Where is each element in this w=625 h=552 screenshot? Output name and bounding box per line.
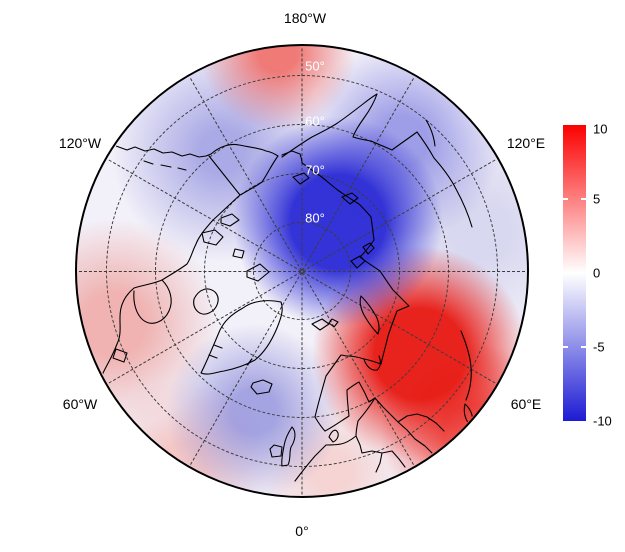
- colorbar-tick-label: -5: [593, 339, 605, 355]
- colorbar-tick-mark: [563, 198, 568, 200]
- colorbar-tick-mark: [581, 346, 586, 348]
- parallel-label: 60°: [305, 113, 325, 129]
- map-circle: [75, 44, 529, 498]
- meridian-label: 60°E: [510, 396, 542, 412]
- colorbar-tick-label: 0: [593, 265, 601, 281]
- meridian-label: 120°E: [506, 135, 546, 151]
- meridian-label: 180°W: [283, 10, 327, 26]
- meridian-label: 0°: [295, 523, 309, 539]
- parallel-label: 70°: [305, 162, 325, 178]
- meridian-label: 120°W: [58, 135, 102, 151]
- colorbar-gradient: [563, 125, 586, 421]
- colorbar-tick-label: 5: [593, 191, 601, 207]
- parallel-label: 50°: [305, 58, 325, 74]
- colorbar-tick-label: -10: [593, 413, 612, 429]
- colorbar-tick-label: 10: [593, 121, 608, 137]
- parallel-label: 80°: [305, 210, 325, 226]
- colorbar-tick-mark: [581, 198, 586, 200]
- colorbar-tick-mark: [563, 346, 568, 348]
- colorbar: [563, 125, 586, 421]
- meridian-label: 60°W: [62, 396, 98, 412]
